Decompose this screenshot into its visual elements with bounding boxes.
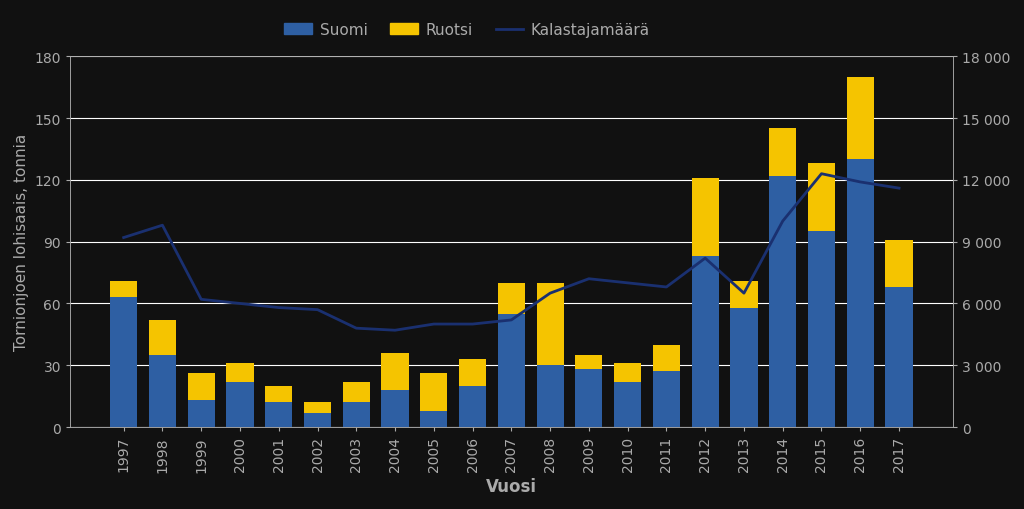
Bar bbox=[808, 164, 835, 232]
Bar bbox=[537, 365, 563, 427]
Bar bbox=[187, 374, 215, 401]
Bar bbox=[111, 298, 137, 427]
Bar bbox=[653, 372, 680, 427]
Bar bbox=[304, 403, 331, 413]
Bar bbox=[498, 314, 525, 427]
Bar bbox=[382, 390, 409, 427]
Bar bbox=[226, 382, 254, 427]
Bar bbox=[614, 363, 641, 382]
Bar bbox=[304, 413, 331, 427]
Bar bbox=[420, 411, 447, 427]
Bar bbox=[847, 78, 873, 160]
Bar bbox=[459, 359, 486, 386]
Bar bbox=[575, 355, 602, 370]
Bar bbox=[265, 386, 292, 403]
Bar bbox=[730, 281, 758, 308]
X-axis label: Vuosi: Vuosi bbox=[485, 477, 537, 495]
Bar bbox=[653, 345, 680, 372]
Bar bbox=[886, 240, 912, 288]
Bar bbox=[148, 355, 176, 427]
Bar bbox=[459, 386, 486, 427]
Bar bbox=[808, 232, 835, 427]
Bar bbox=[730, 308, 758, 427]
Bar bbox=[226, 363, 254, 382]
Bar bbox=[614, 382, 641, 427]
Bar bbox=[343, 382, 370, 403]
Bar bbox=[575, 370, 602, 427]
Bar bbox=[420, 374, 447, 411]
Bar bbox=[187, 401, 215, 427]
Bar bbox=[148, 320, 176, 355]
Legend: Suomi, Ruotsi, Kalastajamäärä: Suomi, Ruotsi, Kalastajamäärä bbox=[279, 17, 656, 44]
Bar bbox=[886, 288, 912, 427]
Bar bbox=[691, 257, 719, 427]
Bar bbox=[265, 403, 292, 427]
Bar bbox=[382, 353, 409, 390]
Bar bbox=[343, 403, 370, 427]
Bar bbox=[769, 129, 797, 177]
Bar bbox=[111, 281, 137, 298]
Bar bbox=[498, 284, 525, 314]
Bar bbox=[537, 284, 563, 365]
Y-axis label: Tornionjoen lohisaais, tonnia: Tornionjoen lohisaais, tonnia bbox=[14, 134, 29, 351]
Bar bbox=[847, 160, 873, 427]
Bar bbox=[769, 177, 797, 427]
Bar bbox=[691, 179, 719, 257]
